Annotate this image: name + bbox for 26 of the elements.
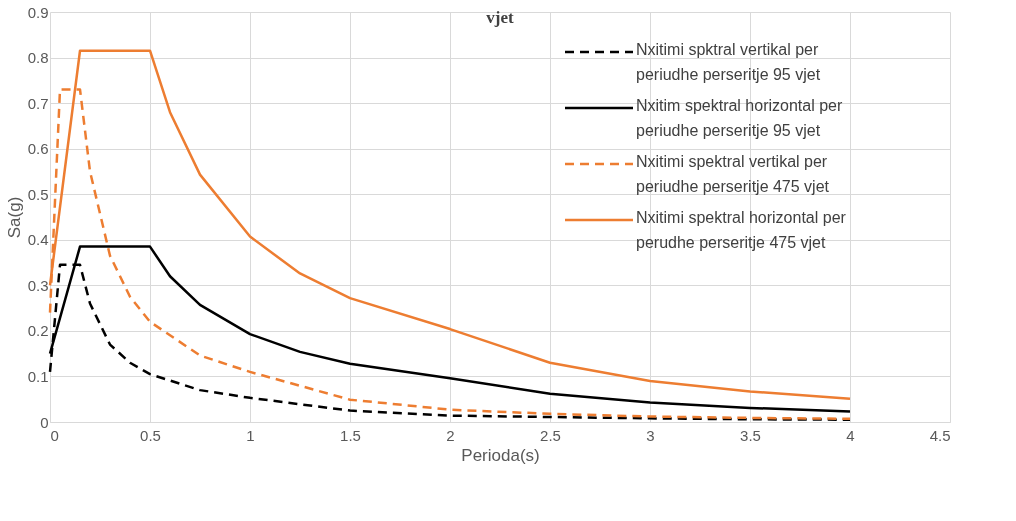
x-axis-title: Perioda(s): [461, 445, 540, 465]
y-tick-label: 0.3: [27, 276, 49, 294]
y-axis-title: Sa(g): [4, 196, 24, 239]
legend-label: Nxitimi spktral vertikal per periudhe perseritje 95 vjet: [636, 41, 821, 83]
legend-label: Nxitim spektral horizontal per periudhe perseritje 95 vjet: [636, 97, 843, 139]
x-tick-label: 3: [646, 426, 655, 444]
y-tick-label: 0.8: [27, 49, 49, 67]
x-tick-label: 4: [846, 426, 855, 444]
y-tick-label: 0.7: [27, 94, 49, 112]
y-tick-label: 0: [40, 413, 49, 431]
y-tick-label: 0.5: [27, 185, 49, 203]
x-tick-label: 2.5: [540, 426, 561, 444]
x-tick-label: 0.5: [140, 426, 161, 444]
y-tick-label: 0.9: [27, 3, 49, 21]
x-tick-label: 1: [246, 426, 255, 444]
y-tick-label: 0.2: [27, 322, 49, 340]
x-tick-label: 3.5: [740, 426, 761, 444]
y-tick-label: 0.1: [27, 367, 49, 385]
legend-label: Nxitimi spektral vertikal per periudhe perseritje 475 vjet: [636, 153, 830, 195]
x-tick-label: 4.5: [929, 426, 951, 444]
y-tick-label: 0.4: [27, 231, 49, 249]
y-tick-label: 0.6: [27, 140, 49, 158]
chart-title: vjet: [486, 8, 515, 27]
x-tick-label: 1.5: [340, 426, 361, 444]
legend-label: Nxitimi spektral horizontal per perudhe perseritje 475 vjet: [636, 209, 847, 251]
x-tick-label: 2: [446, 426, 455, 444]
